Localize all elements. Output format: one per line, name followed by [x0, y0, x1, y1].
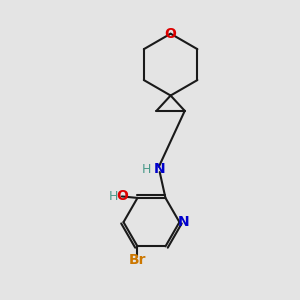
Text: H: H	[142, 163, 151, 176]
Text: H: H	[108, 190, 118, 203]
Text: Br: Br	[129, 253, 146, 267]
Text: N: N	[154, 162, 166, 176]
Text: N: N	[178, 215, 190, 229]
Text: O: O	[116, 189, 128, 203]
Text: O: O	[165, 27, 176, 41]
